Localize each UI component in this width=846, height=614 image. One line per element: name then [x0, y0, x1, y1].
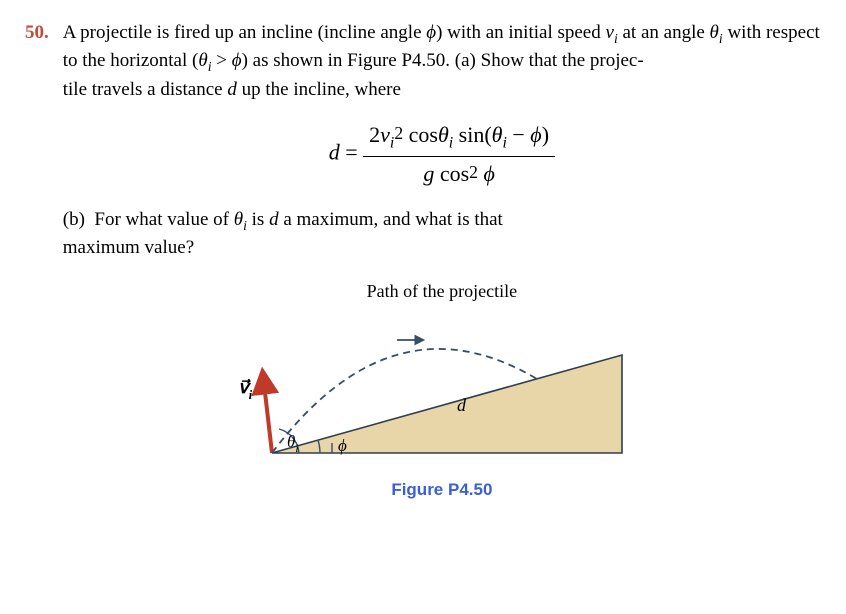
problem-body: A projectile is fired up an incline (inc… [63, 20, 821, 502]
figure-wrap: Path of the projectile [63, 279, 821, 502]
phi-label: ϕ [338, 436, 347, 455]
problem-container: 50. A projectile is fired up an incline … [25, 20, 821, 502]
figure-svg: d v⃗i θi ϕ [232, 303, 652, 473]
equation-denominator: g cos2 ϕ [363, 156, 555, 189]
equation: d = 2vi2 cosθi sin(θi − ϕ) g cos2 ϕ [63, 120, 821, 188]
equation-numerator: 2vi2 cosθi sin(θi − ϕ) [363, 120, 555, 156]
velocity-arrow [263, 375, 272, 453]
problem-text-a: A projectile is fired up an incline (inc… [63, 20, 821, 102]
path-label: Path of the projectile [63, 279, 821, 303]
figure-caption: Figure P4.50 [63, 479, 821, 502]
d-label: d [457, 395, 467, 415]
velocity-label: v⃗i [238, 377, 253, 402]
problem-number: 50. [25, 20, 49, 46]
problem-text-b: (b) For what value of θi is d a maximum,… [63, 207, 821, 261]
incline-triangle [272, 355, 622, 453]
